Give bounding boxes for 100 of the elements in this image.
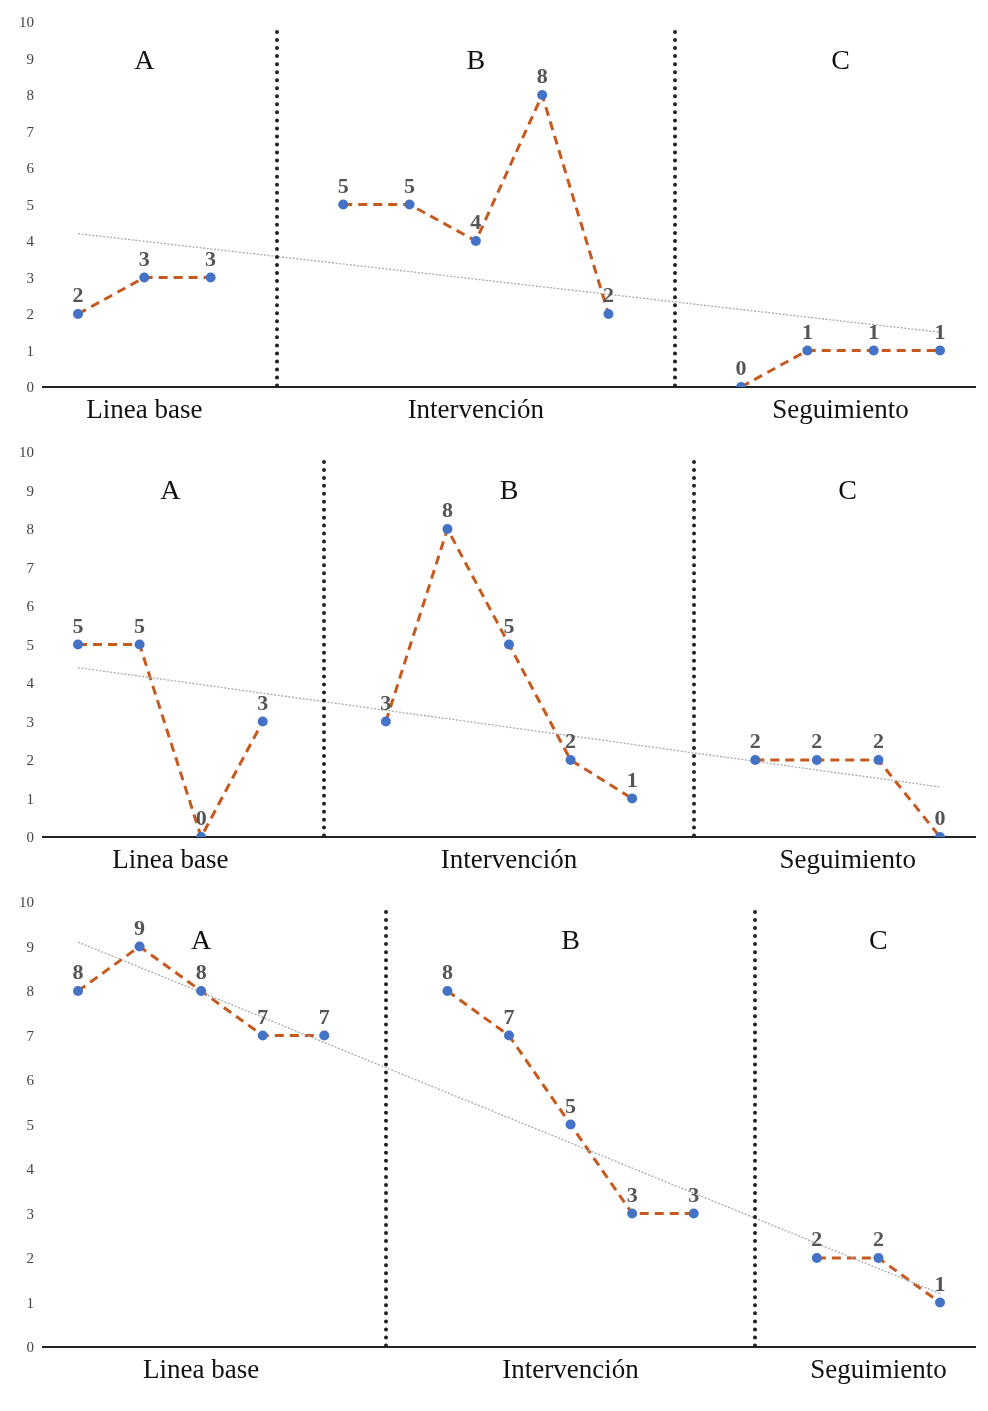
point: [802, 345, 813, 356]
data-label: 5: [337, 172, 349, 198]
data-label: 5: [503, 612, 515, 638]
data-label: 3: [688, 1181, 700, 1207]
point: [73, 639, 83, 650]
point: [73, 309, 83, 319]
y-tick-label: 3: [26, 1205, 34, 1222]
point: [380, 716, 391, 727]
y-tick-label: 4: [26, 675, 35, 692]
y-tick-label: 7: [26, 1027, 35, 1044]
point: [873, 1253, 884, 1263]
point: [504, 1030, 514, 1041]
point: [404, 199, 415, 210]
data-label: 2: [749, 728, 761, 753]
data-label: 7: [318, 1003, 330, 1029]
data-label: 8: [195, 959, 207, 984]
annotation: C: [830, 44, 851, 76]
annotation: C: [868, 924, 889, 956]
y-tick-label: 5: [26, 1116, 34, 1133]
y-tick-label: 10: [19, 14, 34, 31]
annotation: C: [837, 474, 858, 506]
y-tick-label: 1: [26, 1294, 34, 1311]
point: [565, 1119, 576, 1130]
data-label: 3: [626, 1181, 638, 1207]
y-tick-label: 4: [26, 1161, 35, 1178]
data-label: 5: [404, 172, 416, 198]
data-label: 2: [602, 282, 614, 307]
data-label: 2: [872, 1226, 884, 1251]
y-tick-label: 1: [26, 790, 34, 807]
data-label: 0: [195, 805, 207, 830]
y-tick-label: 0: [26, 379, 34, 396]
y-tick-label: 2: [26, 306, 34, 323]
data-label: 3: [257, 689, 269, 715]
y-tick-label: 9: [26, 50, 34, 67]
data-label: 1: [868, 318, 880, 344]
point: [565, 755, 576, 765]
annotation: B: [560, 924, 581, 956]
point: [935, 1297, 945, 1308]
point: [811, 755, 822, 765]
annotation: B: [499, 474, 519, 505]
data-label: 8: [536, 63, 548, 88]
y-tick-label: 6: [26, 1072, 35, 1089]
point: [442, 524, 453, 534]
point: [537, 90, 548, 100]
point: [205, 272, 216, 283]
point: [319, 1030, 330, 1041]
text: Linea base: [111, 844, 230, 875]
y-tick-label: 1: [26, 342, 34, 359]
y-tick-label: 8: [26, 87, 34, 104]
y-tick-label: 7: [26, 123, 35, 140]
y-tick-label: 6: [26, 160, 35, 177]
point: [935, 345, 945, 356]
point: [196, 986, 207, 996]
data-label: 8: [441, 497, 453, 522]
data-label: 8: [72, 959, 84, 984]
y-tick-label: 9: [26, 938, 34, 955]
y-tick-label: 3: [26, 269, 34, 286]
data-label: 2: [811, 728, 823, 753]
point: [811, 1253, 822, 1263]
annotation: A: [159, 474, 182, 506]
y-tick-label: 6: [26, 598, 35, 615]
y-tick-label: 3: [26, 713, 34, 730]
data-label: 2: [565, 728, 577, 753]
data-label: 5: [72, 612, 84, 638]
point: [257, 1030, 268, 1041]
y-tick-label: 4: [26, 233, 35, 250]
data-label: 3: [380, 689, 392, 715]
point: [139, 272, 150, 283]
text: Intervención: [501, 1354, 640, 1385]
annotation: B: [466, 44, 486, 75]
y-tick-label: 2: [26, 1250, 34, 1267]
y-tick-label: 8: [26, 983, 34, 1000]
text: Seguimiento: [771, 394, 910, 425]
point: [750, 755, 761, 765]
text: Seguimiento: [778, 844, 917, 875]
point: [257, 716, 268, 727]
y-tick-label: 0: [26, 1339, 34, 1356]
y-tick-label: 5: [26, 636, 34, 653]
data-label: 0: [934, 805, 946, 830]
y-tick-label: 5: [26, 196, 34, 213]
data-label: 2: [72, 282, 84, 307]
point: [134, 639, 145, 650]
text: Intervención: [406, 394, 546, 425]
data-label: 3: [205, 245, 217, 271]
annotation: A: [191, 924, 212, 955]
text: Seguimiento: [809, 1354, 948, 1385]
data-label: 1: [934, 318, 946, 344]
point: [134, 941, 145, 952]
annotation: A: [134, 44, 155, 75]
data-label: 1: [626, 766, 638, 792]
text: Linea base: [142, 1354, 261, 1385]
data-label: 4: [470, 209, 482, 234]
point: [627, 1208, 638, 1219]
y-tick-label: 0: [26, 829, 34, 846]
point: [603, 309, 614, 319]
point: [470, 236, 481, 246]
point: [627, 793, 638, 804]
point: [73, 986, 83, 996]
point: [868, 345, 879, 356]
data-label: 3: [138, 245, 150, 271]
